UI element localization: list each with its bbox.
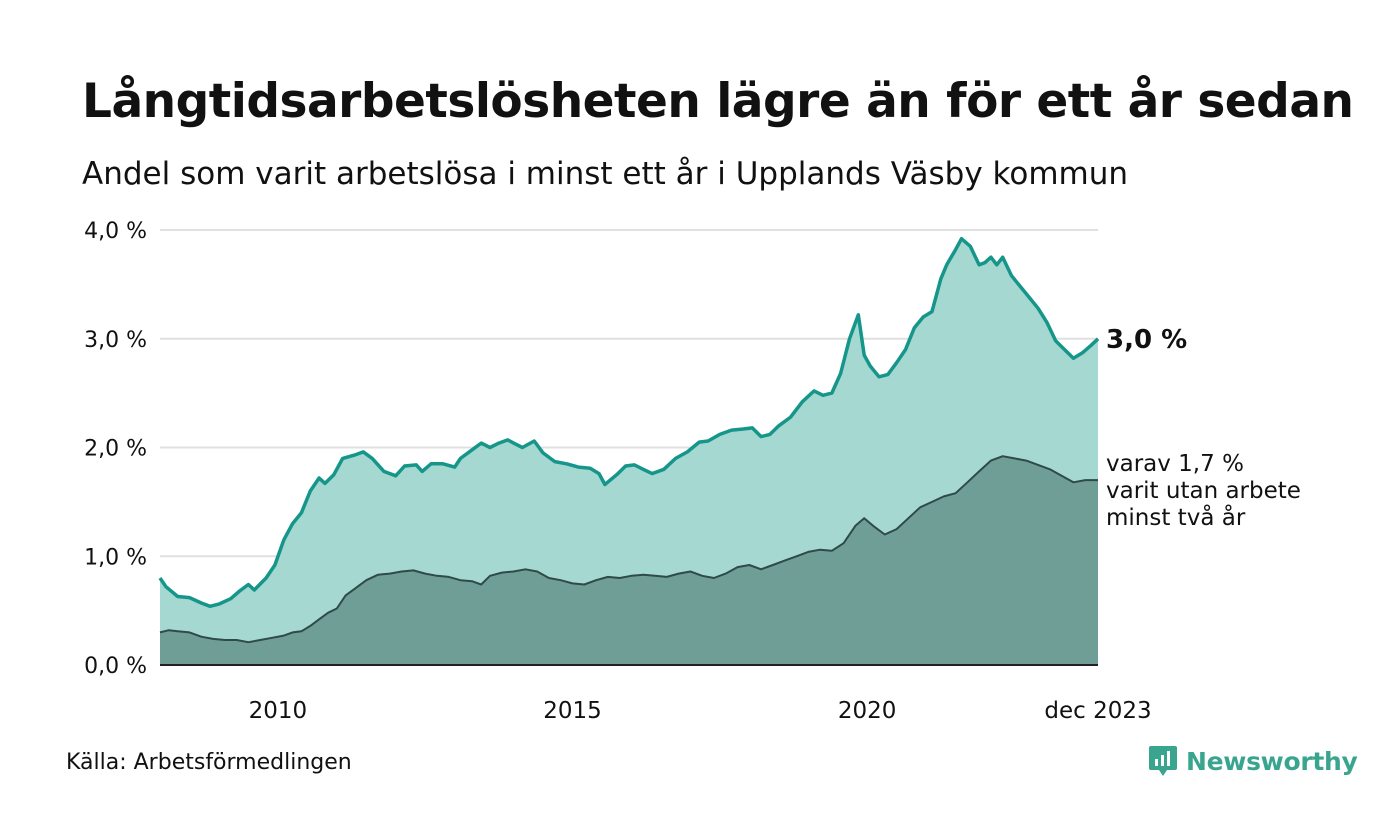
newsworthy-logo-icon (1149, 746, 1177, 776)
annotation-line-2: varit utan arbete (1106, 478, 1301, 504)
annotation-line-3: minst två år (1106, 503, 1246, 531)
y-tick-label: 0,0 % (84, 654, 147, 679)
y-tick-label: 4,0 % (84, 219, 147, 244)
lower-series-line (159, 455, 1098, 644)
x-axis-labels: 2010 2015 2020 dec 2023 (249, 698, 1152, 724)
x-tick-label: 2020 (838, 698, 897, 724)
x-tick-label: 2010 (249, 698, 308, 724)
annotation-line-1: varav 1,7 % (1106, 451, 1244, 477)
y-tick-label: 3,0 % (84, 328, 147, 353)
x-tick-label: dec 2023 (1044, 698, 1151, 724)
y-tick-label: 2,0 % (84, 437, 147, 462)
x-tick-label: 2015 (543, 698, 602, 724)
source-note: Källa: Arbetsförmedlingen (66, 750, 352, 775)
brand-logo[interactable]: Newsworthy (1148, 744, 1358, 778)
chart-title: Långtidsarbetslösheten lägre än för ett … (82, 74, 1354, 129)
upper-series-line (158, 236, 1100, 609)
end-value-label: 3,0 % (1106, 325, 1187, 355)
brand-name: Newsworthy (1186, 746, 1358, 776)
lower-series-area (160, 456, 1098, 665)
y-axis-labels: 0,0 % 1,0 % 2,0 % 3,0 % 4,0 % (84, 219, 147, 679)
y-tick-label: 1,0 % (84, 545, 147, 570)
chart-subtitle: Andel som varit arbetslösa i minst ett å… (82, 156, 1129, 192)
